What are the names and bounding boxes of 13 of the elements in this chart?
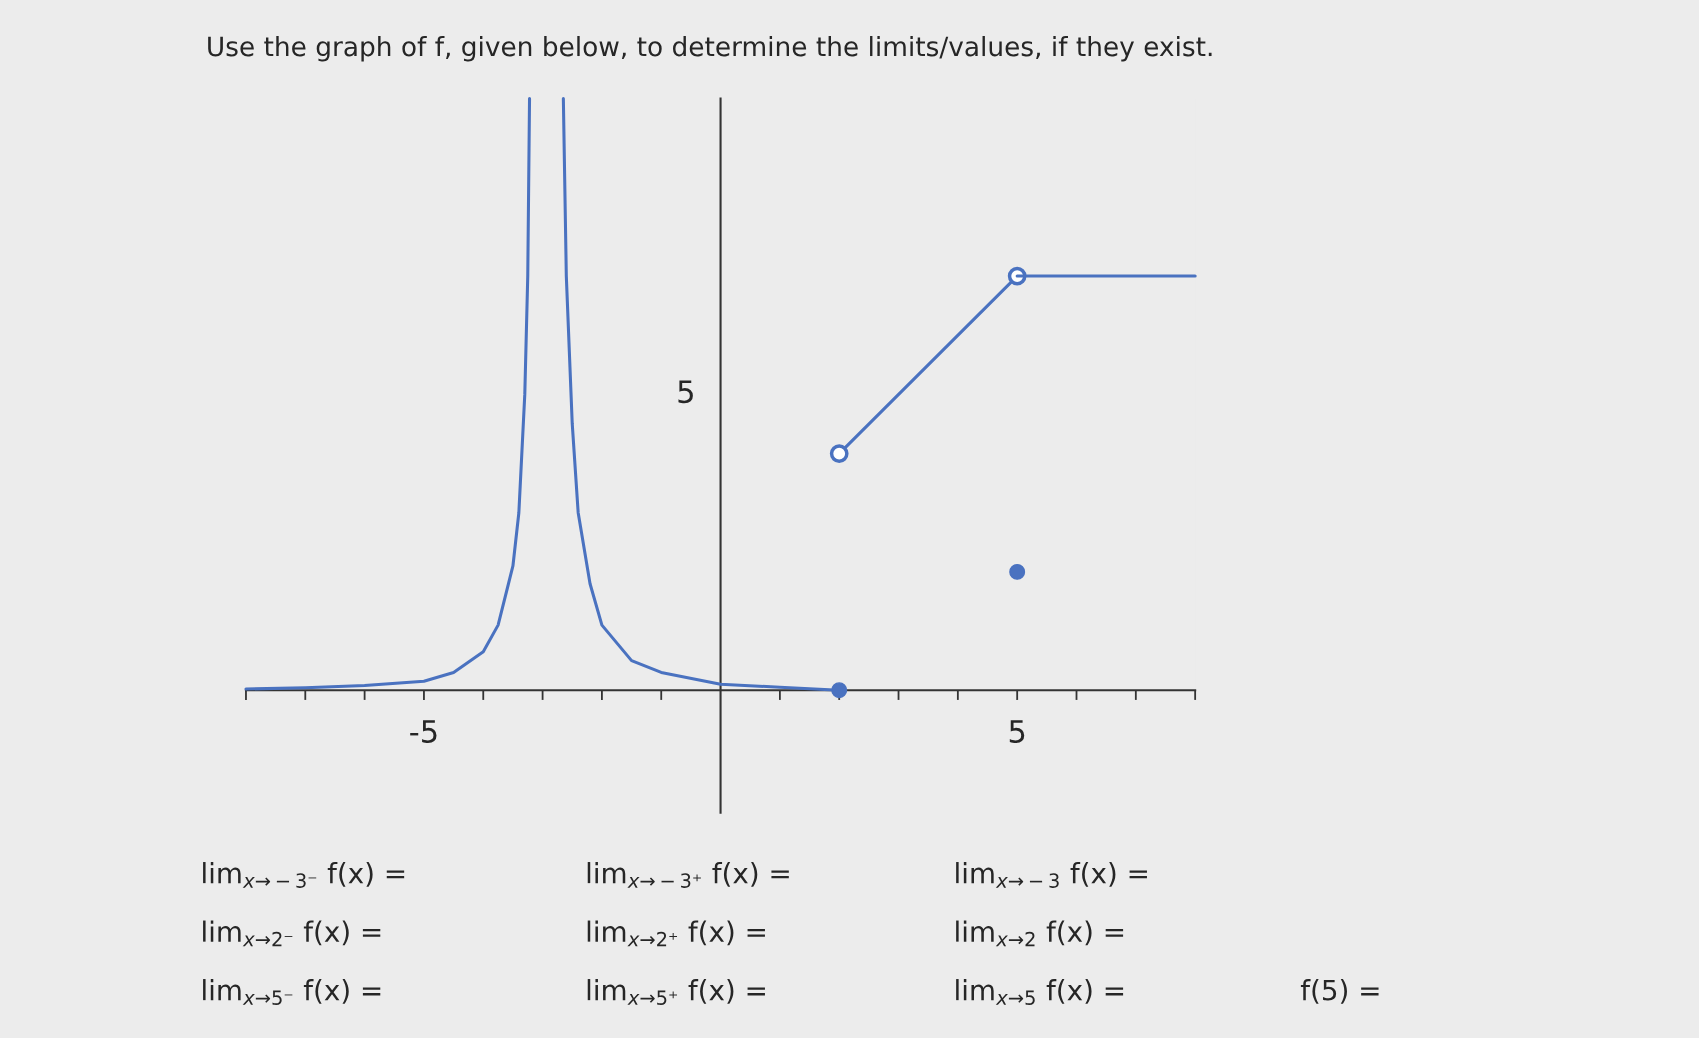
text: lim$_{x→2⁻}$ f(x) =: [203, 920, 381, 947]
text: lim$_{x→2⁺}$ f(x) =: [587, 920, 765, 947]
text: lim$_{x→−3⁻}$ f(x) =: [203, 862, 405, 888]
text: lim$_{x→5⁺}$ f(x) =: [587, 979, 765, 1005]
annotation: 5: [678, 380, 693, 404]
text: lim$_{x→5⁻}$ f(x) =: [203, 979, 381, 1005]
x-tick-label: -5: [410, 720, 437, 744]
text: lim$_{x→5}$ f(x) =: [956, 979, 1124, 1005]
text: f(5) =: [1300, 979, 1379, 1004]
chart-title: Use the graph of f, given below, to determine the limits/values, if they exist.: [208, 35, 1212, 62]
text: lim$_{x→2}$ f(x) =: [956, 920, 1124, 947]
text: lim$_{x→−3⁺}$ f(x) =: [587, 862, 789, 888]
text: lim$_{x→−3}$ f(x) =: [956, 862, 1147, 888]
